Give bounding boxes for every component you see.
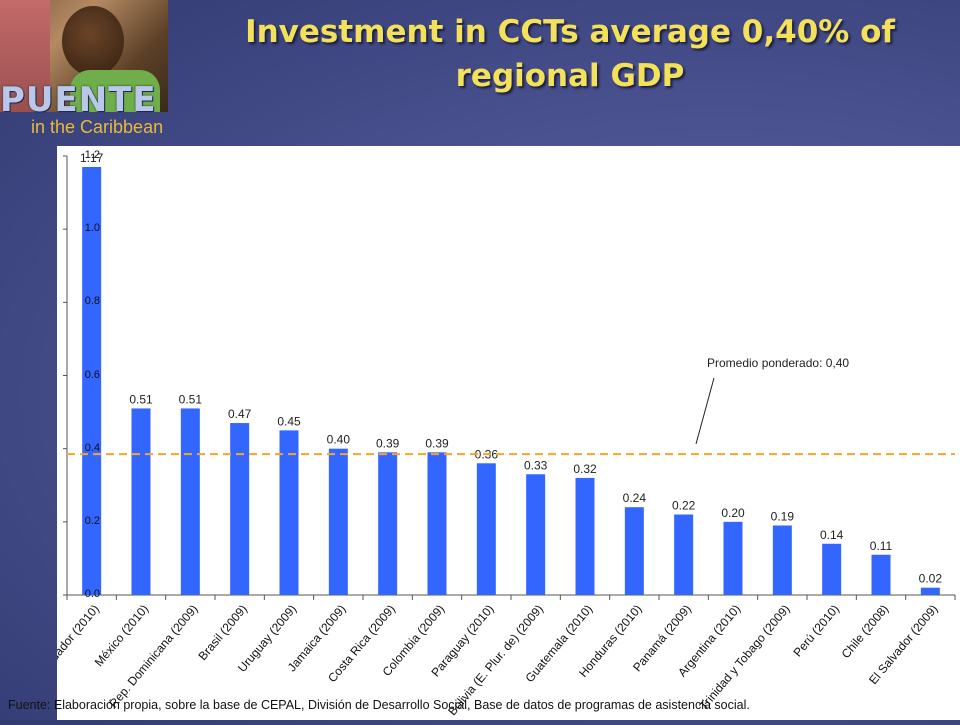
bar-value-label: 0.39: [425, 436, 449, 450]
bar: [378, 452, 398, 595]
bar-value-label: 1.17: [80, 151, 104, 165]
bar: [772, 525, 792, 595]
x-tick-label: Rep. Dominicana (2009): [106, 602, 200, 711]
y-tick-label: 0.0: [84, 588, 100, 600]
chart-area: 1.17 Ecuador (2010) 0.51 México (2010) 0.51 R…: [38, 146, 960, 720]
average-leader-line: [695, 377, 715, 445]
bar-value-label: 0.47: [228, 407, 252, 421]
bar: [822, 543, 842, 595]
bar-value-label: 0.11: [870, 539, 893, 553]
bar-value-label: 0.39: [376, 436, 400, 450]
x-tick-label: Trinidad y Tobago (2009): [697, 602, 793, 713]
logo-brand: PUENTE: [0, 80, 157, 120]
y-tick-label: 0.6: [84, 368, 100, 381]
photo-arm: [0, 0, 50, 112]
bar: [920, 587, 940, 595]
x-tick-label: Brasil (2009): [196, 602, 250, 663]
bar-value-label: 0.14: [820, 528, 844, 542]
y-tick-label: 0.4: [84, 441, 100, 454]
bar: [230, 423, 250, 595]
bar-value-label: 0.22: [672, 499, 696, 513]
x-tick-label: Chile (2008): [839, 602, 892, 661]
y-tick-label: 1.2: [84, 149, 100, 161]
photo-child-shirt: [70, 70, 160, 112]
bar-value-label: 0.51: [179, 392, 203, 406]
photo-child-face: [62, 6, 124, 76]
bar-value-label: 0.51: [129, 392, 153, 406]
bar-value-label: 0.32: [573, 462, 597, 476]
header-photo: [0, 0, 168, 112]
bar: [427, 452, 447, 595]
bar-value-label: 0.02: [919, 572, 943, 586]
bar: [131, 408, 151, 595]
bar: [279, 430, 299, 595]
slide-title: Investment in CCTs average 0,40% of regi…: [245, 14, 895, 94]
bar-value-label: 0.40: [327, 433, 351, 447]
y-tick-label: 0.8: [84, 295, 100, 308]
puente-logo: PUENTE in the Caribbean: [0, 80, 175, 140]
bar: [328, 448, 348, 595]
bar-value-label: 0.24: [623, 491, 647, 505]
bar: [476, 463, 496, 595]
bar: [575, 477, 595, 595]
logo-tagline: in the Caribbean: [31, 117, 164, 137]
source-note: Fuente: Elaboración propia, sobre la bas…: [8, 698, 750, 712]
y-tick-label: 0.2: [84, 514, 100, 527]
bar: [871, 554, 891, 595]
bar: [723, 521, 743, 595]
bar: [624, 507, 644, 595]
bar: [180, 408, 200, 595]
bar: [526, 474, 546, 595]
y-tick-label: 1.0: [84, 222, 100, 235]
bar-value-label: 0.33: [524, 458, 548, 472]
bar: [82, 166, 102, 595]
average-label: Promedio ponderado: 0,40: [707, 356, 849, 370]
bar-value-label: 0.45: [277, 414, 301, 428]
x-tick-label: Perú (2010): [791, 602, 842, 660]
bar-value-label: 0.19: [771, 509, 795, 523]
bar: [674, 514, 694, 595]
bar-value-label: 0.20: [721, 506, 745, 520]
